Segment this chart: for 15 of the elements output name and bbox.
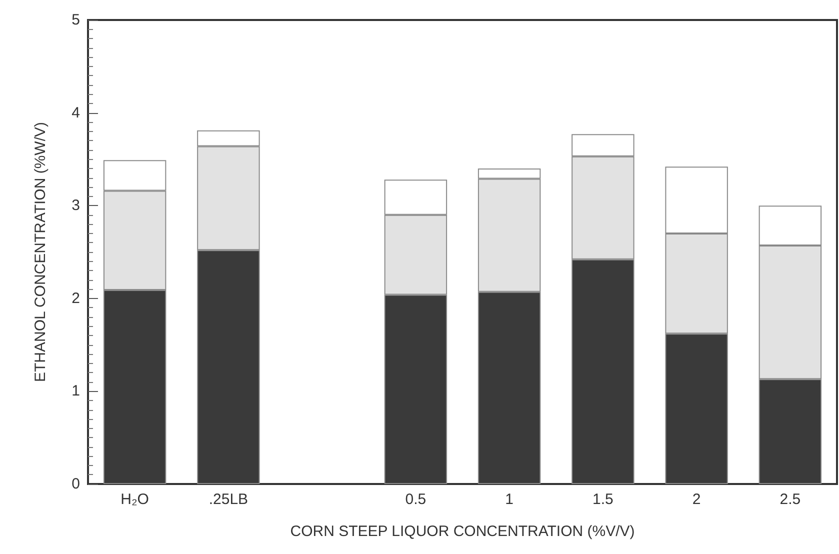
x-axis-title: CORN STEEP LIQUOR CONCENTRATION (%V/V) bbox=[290, 523, 635, 540]
y-tick-label: 5 bbox=[72, 12, 80, 28]
x-tick-label: 0.5 bbox=[405, 491, 426, 508]
x-tick-label: 1 bbox=[505, 491, 514, 508]
x-tick-label: H₂O bbox=[120, 491, 149, 508]
x-tick-label: 1.5 bbox=[592, 491, 614, 508]
y-tick-label: 0 bbox=[72, 476, 80, 492]
y-tick-label: 3 bbox=[72, 197, 80, 214]
x-tick-label: .25LB bbox=[208, 491, 248, 508]
y-tick-label: 1 bbox=[72, 382, 80, 400]
y-tick-label: 2 bbox=[72, 290, 80, 307]
y-axis-title: ETHANOL CONCENTRATION (%W/V) bbox=[32, 122, 49, 382]
y-tick-label: 4 bbox=[72, 104, 80, 122]
x-tick-label: 2.5 bbox=[780, 491, 801, 508]
x-tick-label: 2 bbox=[692, 491, 701, 508]
